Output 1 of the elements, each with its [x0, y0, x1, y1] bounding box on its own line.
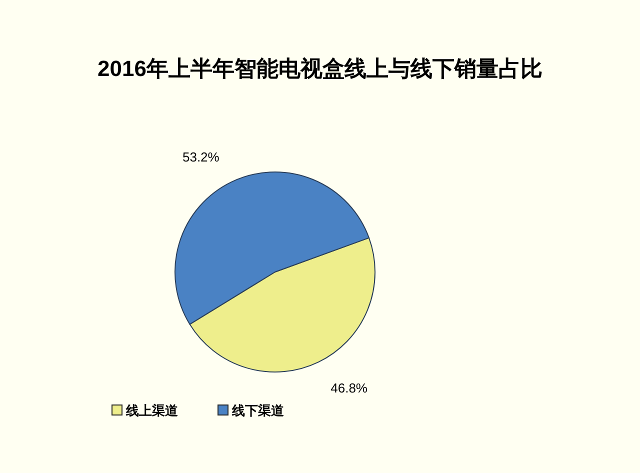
- title: 2016年上半年智能电视盒线上与线下销量占比: [98, 56, 542, 81]
